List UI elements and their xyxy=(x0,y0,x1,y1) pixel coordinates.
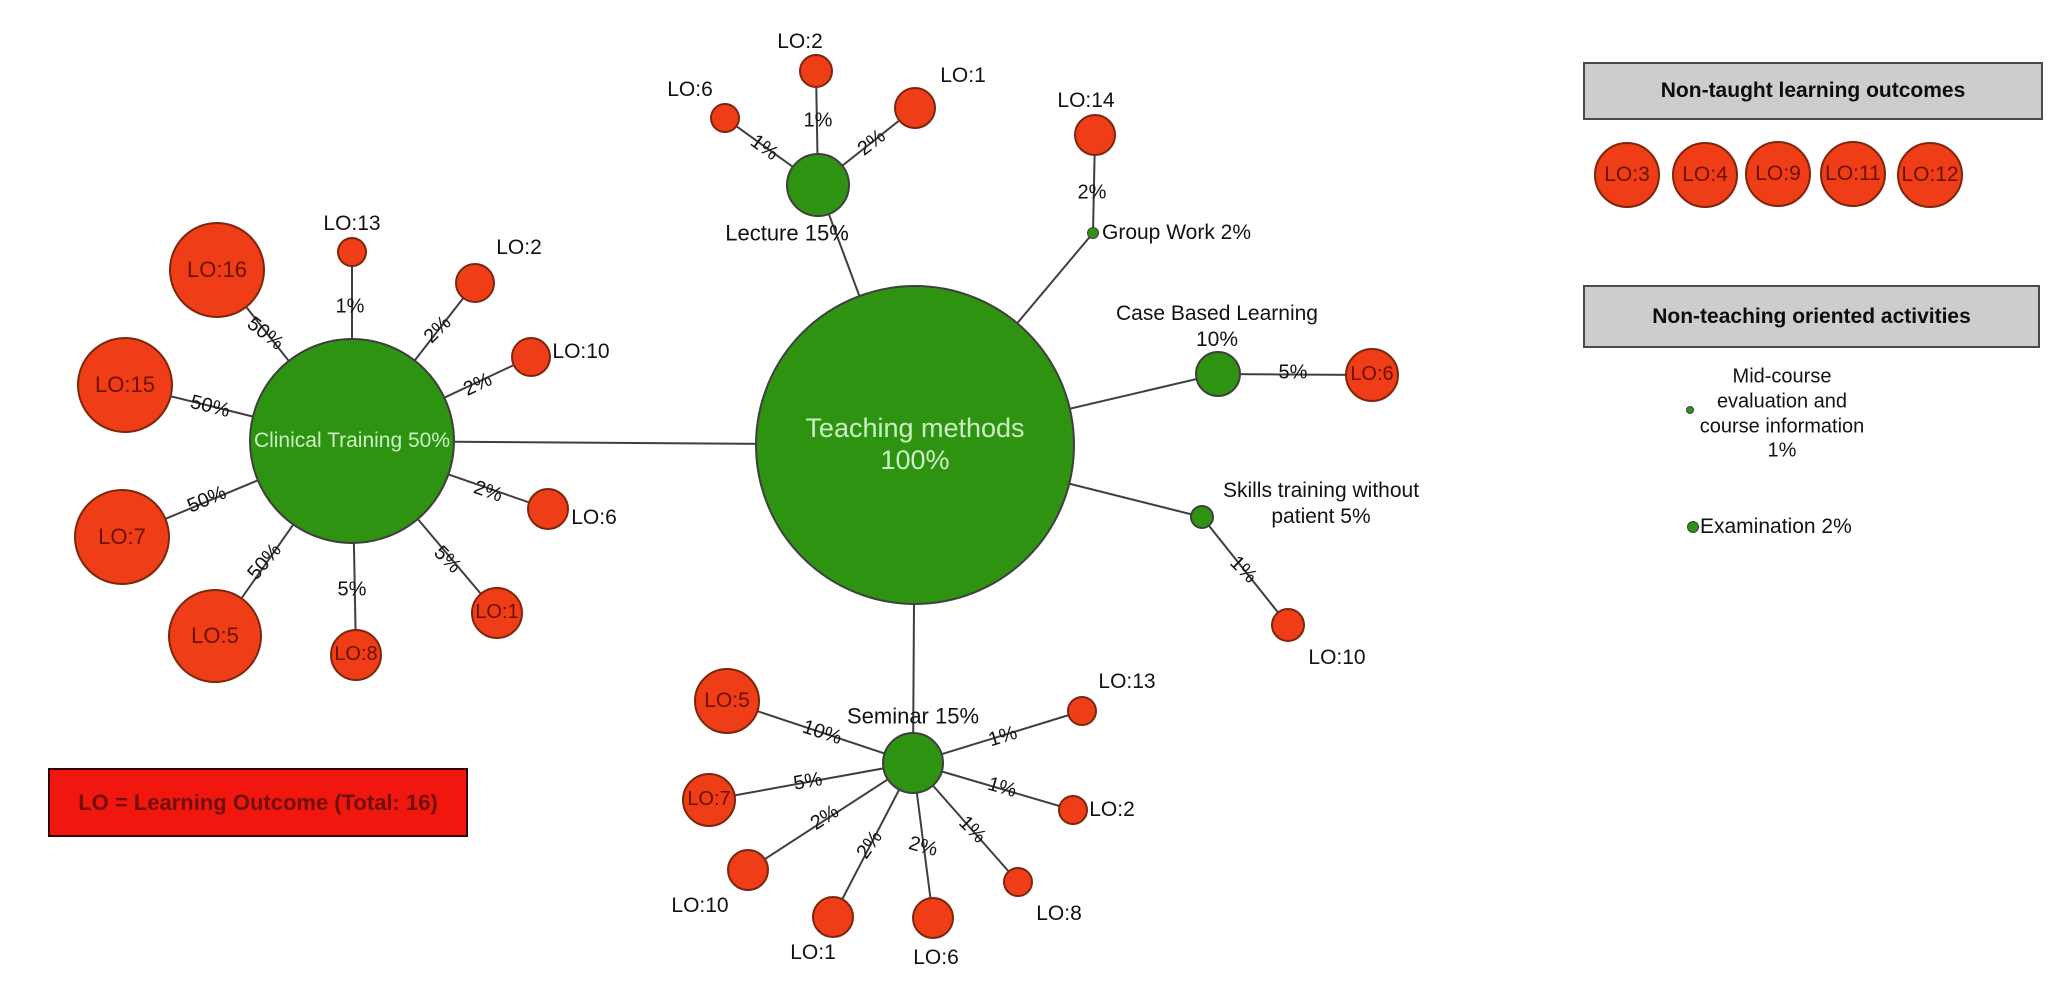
node-gw_lo14 xyxy=(1074,114,1116,156)
non-taught-panel-title: Non-taught learning outcomes xyxy=(1660,79,1966,102)
node-label-cl_lo10: LO:10 xyxy=(552,339,610,363)
node-label-lec_lo6: LO:6 xyxy=(667,77,713,101)
node-sem_lo5: LO:5 xyxy=(694,668,760,734)
node-label-groupwork: Group Work 2% xyxy=(1102,220,1251,244)
node-cl_lo2 xyxy=(455,263,495,303)
node-lec_lo6 xyxy=(710,103,740,133)
node-teaching: Teaching methods 100% xyxy=(755,285,1075,605)
node-label-gw_lo14: LO:14 xyxy=(1057,88,1115,112)
node-cl_lo10 xyxy=(511,337,551,377)
lo-legend-box: LO = Learning Outcome (Total: 16) xyxy=(48,768,468,837)
node-seminar xyxy=(882,732,944,794)
node-examdot xyxy=(1687,521,1699,533)
node-sem_lo10 xyxy=(727,849,769,891)
node-sem_lo13 xyxy=(1067,696,1097,726)
edge-percent-label-groupwork-gw_lo14: 2% xyxy=(1077,181,1107,204)
node-label-sem_lo8: LO:8 xyxy=(1036,901,1082,925)
node-label-cl_lo2: LO:2 xyxy=(496,235,542,259)
node-middot xyxy=(1686,406,1694,414)
non-teaching-panel-title: Non-teaching oriented activities xyxy=(1652,304,1971,328)
node-nt_lo3: LO:3 xyxy=(1594,142,1660,208)
edge-seminar-sem_lo10 xyxy=(747,762,914,871)
node-label-casebased: Case Based Learning 10% xyxy=(1116,301,1318,351)
node-cl_lo7: LO:7 xyxy=(74,489,170,585)
node-cl_lo16: LO:16 xyxy=(169,222,265,318)
node-cl_lo6 xyxy=(527,488,569,530)
node-nt_lo11: LO:11 xyxy=(1820,141,1886,207)
node-casebased xyxy=(1195,351,1241,397)
edge-percent-label-seminar-sem_lo7: 5% xyxy=(791,768,825,795)
node-cl_lo1: LO:1 xyxy=(471,587,523,639)
node-sem_lo7: LO:7 xyxy=(682,773,736,827)
edge-seminar-sem_lo7 xyxy=(708,762,914,801)
edge-skills-sk_lo10 xyxy=(1201,516,1289,626)
node-nt_lo4: LO:4 xyxy=(1672,142,1738,208)
node-sem_lo2 xyxy=(1058,795,1088,825)
node-nt_lo9: LO:9 xyxy=(1745,141,1811,207)
node-sem_lo6 xyxy=(912,897,954,939)
edge-percent-label-lecture-lec_lo2: 1% xyxy=(803,109,833,132)
node-skills xyxy=(1190,505,1214,529)
node-label-lecture: Lecture 15% xyxy=(725,220,849,246)
non-teaching-panel-header: Non-teaching oriented activities xyxy=(1583,285,2040,348)
node-label-sem_lo2: LO:2 xyxy=(1089,797,1135,821)
edge-percent-label-clinical-cl_lo8: 5% xyxy=(337,578,367,601)
node-label-sk_lo10: LO:10 xyxy=(1308,645,1366,669)
node-lecture xyxy=(786,153,850,217)
node-cl_lo15: LO:15 xyxy=(77,337,173,433)
node-lec_lo1 xyxy=(894,87,936,129)
node-groupwork xyxy=(1087,227,1099,239)
node-lec_lo2 xyxy=(799,54,833,88)
node-label-examdot: Examination 2% xyxy=(1700,514,1852,538)
node-label-sem_lo1: LO:1 xyxy=(790,940,836,964)
non-taught-panel-header: Non-taught learning outcomes xyxy=(1583,62,2043,120)
node-label-sem_lo13: LO:13 xyxy=(1098,669,1156,693)
node-label-cl_lo13: LO:13 xyxy=(323,211,381,235)
node-label-sem_lo6: LO:6 xyxy=(913,945,959,969)
node-label-seminar: Seminar 15% xyxy=(846,703,980,729)
edge-percent-label-clinical-cl_lo13: 1% xyxy=(335,295,365,318)
node-label-cl_lo6: LO:6 xyxy=(571,505,617,529)
node-cl_lo8: LO:8 xyxy=(330,629,382,681)
node-sem_lo8 xyxy=(1003,867,1033,897)
lo-legend-label: LO = Learning Outcome (Total: 16) xyxy=(78,789,438,815)
node-cb_lo6: LO:6 xyxy=(1345,348,1399,402)
node-label-middot: Mid-course evaluation and course informa… xyxy=(1699,365,1865,462)
node-sem_lo1 xyxy=(812,896,854,938)
node-sk_lo10 xyxy=(1271,608,1305,642)
node-label-skills: Skills training without patient 5% xyxy=(1222,478,1420,528)
node-label-lec_lo2: LO:2 xyxy=(777,29,823,53)
node-label-sem_lo10: LO:10 xyxy=(671,893,729,917)
edge-percent-label-casebased-cb_lo6: 5% xyxy=(1278,361,1308,384)
node-cl_lo5: LO:5 xyxy=(168,589,262,683)
node-clinical: Clinical Training 50% xyxy=(249,338,455,544)
node-label-lec_lo1: LO:1 xyxy=(940,63,986,87)
node-nt_lo12: LO:12 xyxy=(1897,142,1963,208)
node-cl_lo13 xyxy=(337,237,367,267)
